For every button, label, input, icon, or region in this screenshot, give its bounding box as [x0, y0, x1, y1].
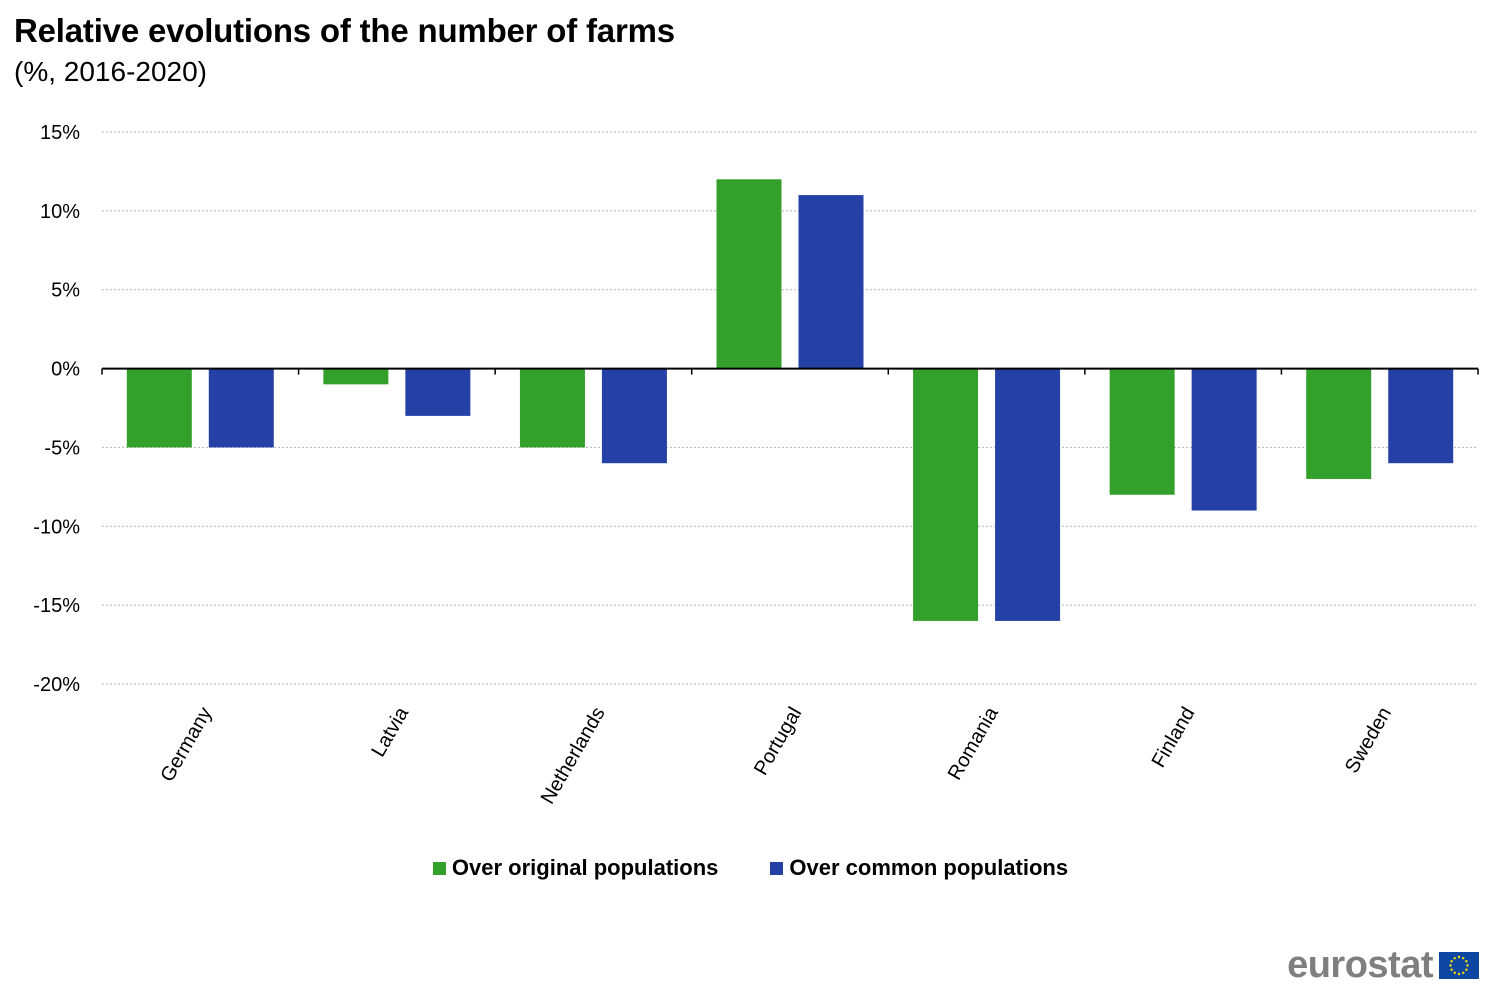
- y-axis-tick-labels: 15% 10% 5% 0% -5% -10% -15% -20%: [33, 122, 80, 696]
- legend-swatch-original: [432, 861, 446, 875]
- legend-label-original: Over original populations: [451, 855, 719, 880]
- flag-star: [1465, 968, 1468, 971]
- chart-title: Relative evolutions of the number of far…: [14, 12, 675, 49]
- flag-star: [1453, 956, 1456, 959]
- logo-text: eurostat: [1287, 944, 1433, 986]
- flag-star: [1462, 956, 1465, 959]
- legend-item-common: Over common populations: [770, 855, 1068, 881]
- bar-original: [1306, 368, 1372, 479]
- y-tick-label: 5%: [51, 280, 80, 302]
- bar-common: [798, 195, 864, 369]
- legend-item-original: Over original populations: [432, 855, 719, 881]
- bar-original: [126, 368, 192, 448]
- x-tick-label: Portugal: [750, 704, 806, 780]
- x-tick-label: Germany: [156, 704, 216, 786]
- flag-star: [1462, 971, 1465, 974]
- y-tick-label: -15%: [33, 595, 80, 617]
- x-tick-label: Latvia: [367, 703, 413, 761]
- flag-star: [1457, 955, 1461, 958]
- x-tick-label: Netherlands: [537, 704, 610, 808]
- flag-star: [1466, 963, 1469, 967]
- grid-lines: [102, 131, 1478, 685]
- x-tick-label: Romania: [944, 703, 1004, 784]
- bar-original: [1109, 368, 1175, 495]
- flag-star: [1450, 968, 1453, 971]
- y-tick-label: 15%: [40, 122, 80, 144]
- flag-star: [1449, 963, 1452, 967]
- legend: Over original populations Over common po…: [0, 855, 1501, 881]
- flag-star: [1457, 972, 1461, 975]
- chart-subtitle: (%, 2016-2020): [14, 56, 208, 87]
- bar-common: [1388, 368, 1454, 464]
- y-tick-label: -20%: [33, 674, 80, 696]
- bar-common: [405, 368, 471, 416]
- x-tick-label: Sweden: [1341, 704, 1396, 778]
- flag-star: [1453, 971, 1456, 974]
- bar-original: [913, 368, 979, 621]
- y-tick-label: -5%: [44, 437, 80, 459]
- eurostat-logo: eurostat: [1287, 946, 1479, 984]
- eu-flag-icon: [1439, 951, 1479, 979]
- x-tick-label: Finland: [1148, 704, 1200, 772]
- flag-star: [1465, 959, 1468, 962]
- flag-star: [1450, 959, 1453, 962]
- legend-swatch-common: [770, 861, 784, 875]
- bar-common: [601, 368, 667, 464]
- zero-axis: [101, 367, 1479, 375]
- x-axis-tick-labels: Germany Latvia Netherlands Portugal Romania F…: [156, 703, 1396, 808]
- bar-original: [323, 368, 389, 385]
- y-tick-label: -10%: [33, 516, 80, 538]
- legend-label-common: Over common populations: [789, 855, 1069, 880]
- y-tick-label: 10%: [40, 201, 80, 223]
- bar-common: [1191, 368, 1257, 511]
- bar-original: [716, 179, 782, 369]
- y-tick-label: 0%: [51, 359, 80, 381]
- bars: [126, 179, 1454, 621]
- bar-common: [995, 368, 1061, 621]
- bar-common: [208, 368, 274, 448]
- bar-original: [519, 368, 585, 448]
